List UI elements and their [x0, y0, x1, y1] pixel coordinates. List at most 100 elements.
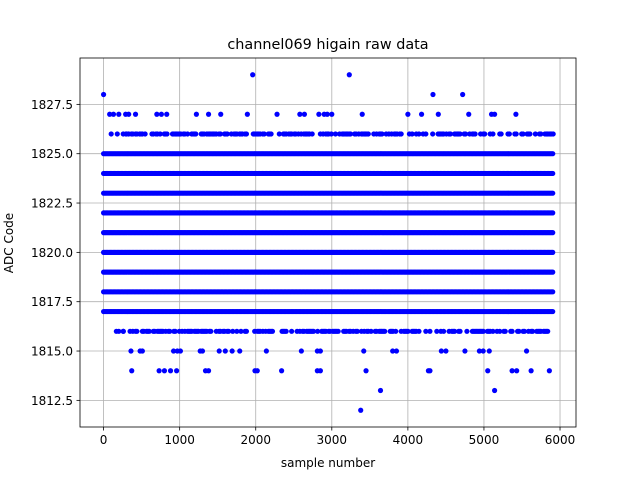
data-point	[156, 368, 162, 374]
data-point	[466, 111, 472, 117]
data-point	[480, 328, 486, 334]
data-point	[146, 328, 152, 334]
y-tick-label: 1825.0	[31, 147, 73, 161]
data-point	[217, 131, 224, 137]
data-point	[301, 111, 308, 117]
data-point	[123, 131, 129, 137]
data-point	[550, 170, 556, 177]
data-point	[218, 111, 224, 117]
data-point	[460, 91, 466, 98]
data-point	[184, 131, 191, 137]
data-point	[332, 131, 339, 137]
data-point	[335, 328, 341, 334]
data-point	[199, 348, 206, 354]
data-point	[205, 368, 212, 374]
data-point	[222, 348, 228, 354]
data-point	[550, 269, 556, 275]
data-point	[462, 348, 468, 354]
data-point	[485, 368, 491, 374]
data-point	[316, 111, 322, 117]
data-point	[550, 308, 556, 315]
data-point	[237, 348, 243, 354]
data-point	[238, 328, 244, 334]
data-point	[368, 328, 374, 334]
data-point	[430, 131, 436, 137]
data-point	[269, 328, 276, 334]
data-point	[457, 131, 463, 137]
data-point	[134, 328, 140, 334]
data-point	[480, 348, 486, 354]
data-point	[462, 131, 469, 137]
data-point	[263, 348, 269, 354]
data-point	[521, 328, 528, 334]
data-point	[274, 111, 280, 117]
data-point	[546, 368, 552, 374]
data-point	[498, 131, 504, 137]
data-point	[139, 348, 145, 354]
data-point	[358, 407, 364, 413]
data-point	[309, 131, 315, 137]
data-point	[310, 328, 317, 334]
data-point	[164, 131, 170, 137]
data-point	[447, 131, 454, 137]
data-points	[100, 72, 556, 413]
data-point	[193, 131, 199, 137]
data-point	[354, 328, 360, 334]
data-point	[527, 131, 533, 137]
data-point	[457, 328, 463, 334]
data-point	[516, 328, 522, 334]
data-point	[224, 131, 230, 137]
data-point	[509, 328, 515, 334]
data-point	[154, 111, 160, 117]
data-point	[490, 131, 496, 137]
data-point	[100, 91, 107, 98]
data-point	[328, 131, 334, 137]
data-point	[393, 348, 400, 354]
data-point	[193, 111, 199, 117]
data-point	[379, 131, 385, 137]
data-point	[126, 111, 132, 117]
x-tick-label: 1000	[164, 433, 195, 447]
data-point	[443, 348, 449, 354]
data-point	[513, 131, 519, 137]
data-point	[174, 368, 180, 374]
data-point	[416, 131, 422, 137]
data-point	[205, 111, 212, 117]
data-point	[393, 328, 399, 334]
data-point	[283, 328, 289, 334]
data-point	[427, 368, 433, 374]
data-point	[490, 328, 496, 334]
x-tick-label: 2000	[240, 433, 271, 447]
data-point	[107, 111, 113, 117]
data-point	[530, 328, 536, 334]
data-point	[172, 328, 178, 334]
data-point	[289, 328, 295, 334]
y-tick-label: 1827.5	[31, 98, 73, 112]
data-point	[418, 111, 425, 117]
data-point	[114, 131, 120, 137]
data-point	[545, 328, 551, 334]
data-point	[230, 328, 236, 334]
data-point	[317, 368, 323, 374]
data-point	[409, 131, 415, 137]
data-point	[208, 328, 214, 334]
data-point	[324, 111, 330, 117]
data-point	[120, 328, 126, 334]
y-tick-label: 1815.0	[31, 345, 73, 359]
data-point	[128, 348, 134, 354]
x-tick-label: 5000	[469, 433, 500, 447]
data-point	[441, 328, 447, 334]
data-point	[538, 131, 544, 137]
data-point	[492, 111, 498, 117]
data-point	[167, 368, 174, 374]
data-point	[244, 111, 250, 117]
data-point	[550, 190, 556, 196]
data-point	[298, 348, 304, 354]
data-point	[132, 111, 139, 117]
data-point	[513, 111, 519, 117]
data-point	[416, 328, 422, 334]
x-tick-label: 3000	[317, 433, 348, 447]
data-point	[297, 111, 303, 117]
